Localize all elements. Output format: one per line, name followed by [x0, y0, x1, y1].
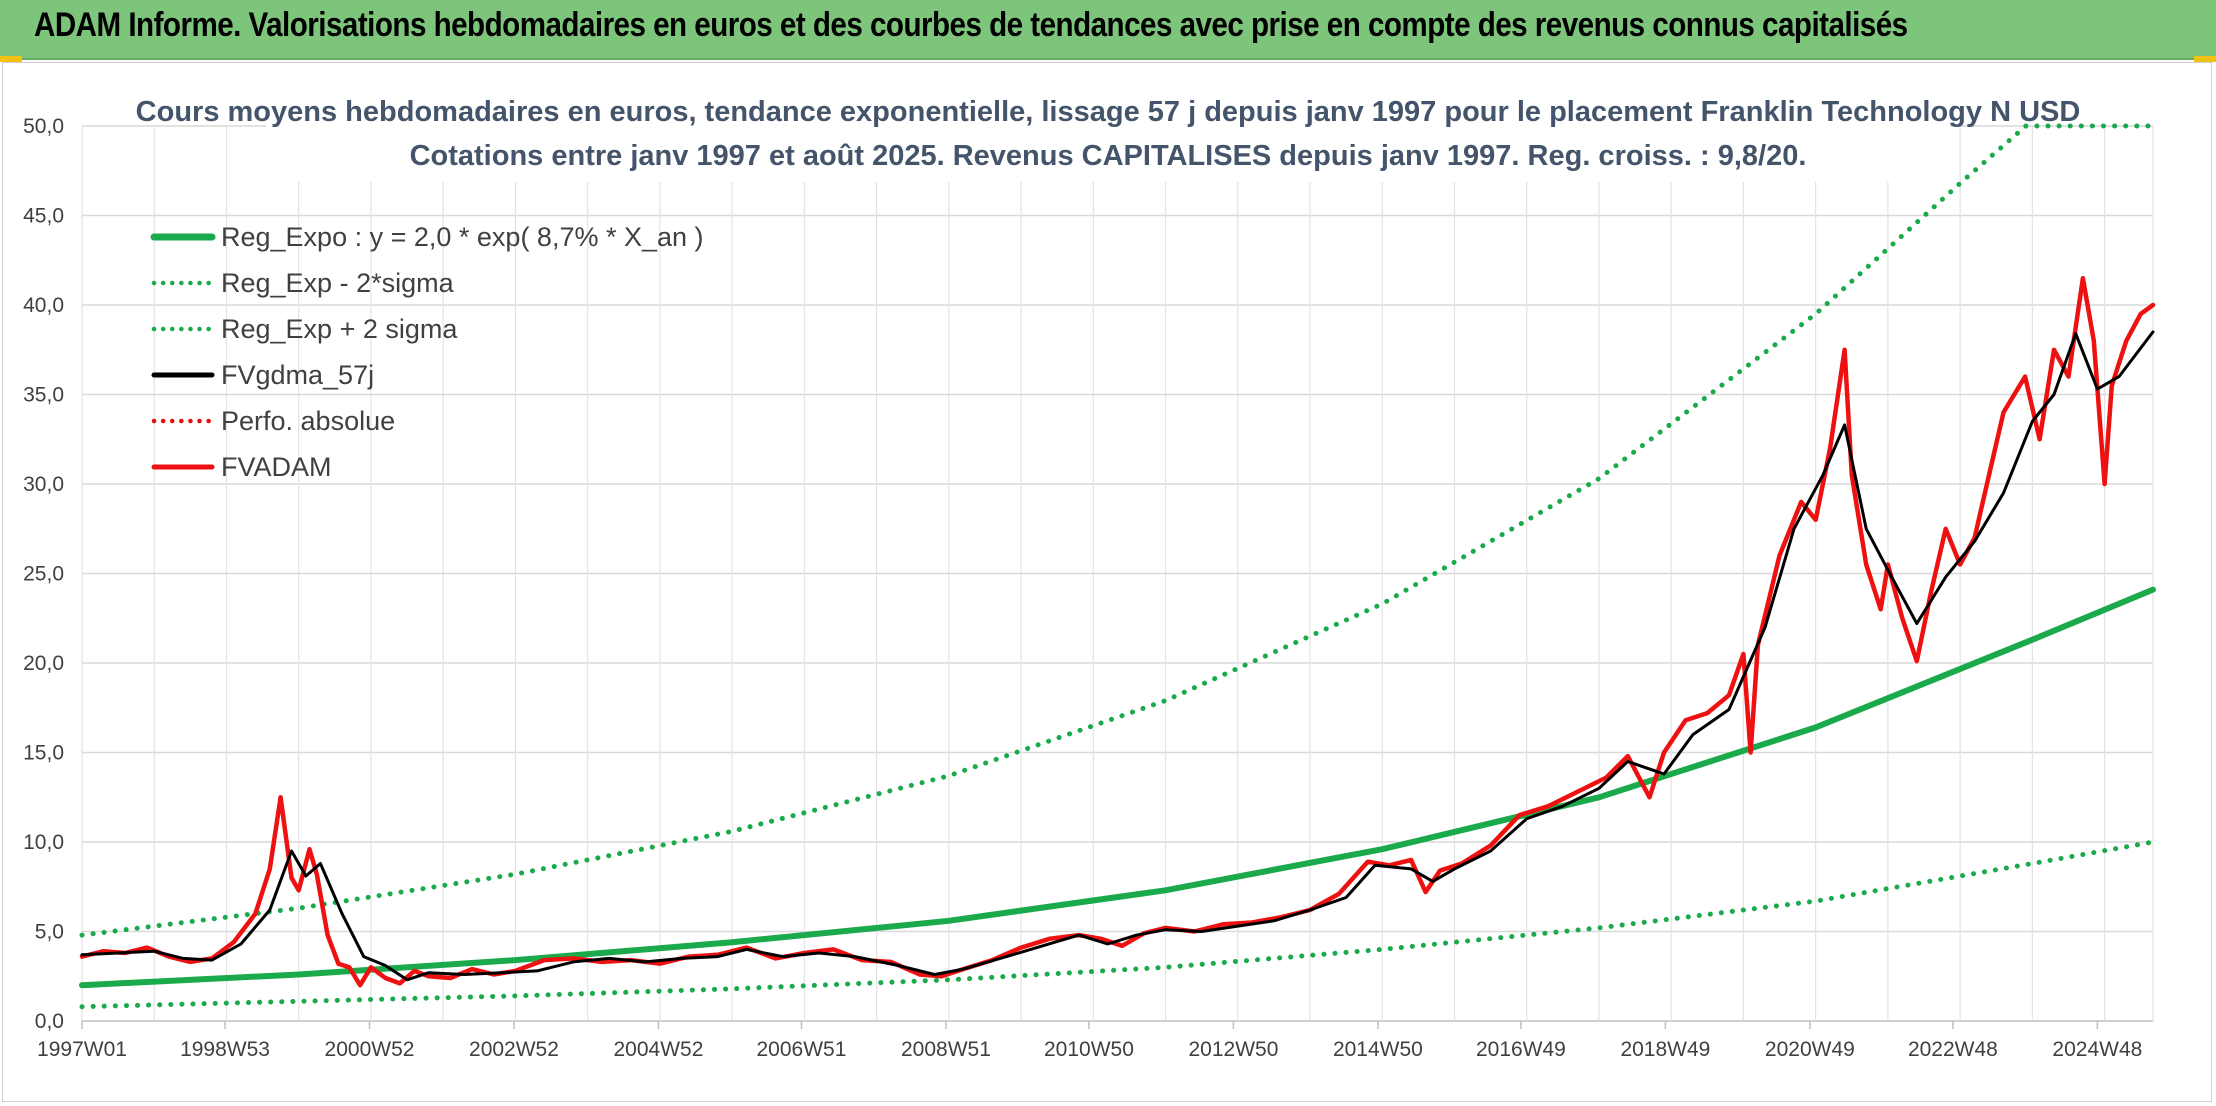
- series-lines: [79, 123, 2156, 1010]
- x-tick-label: 2006W51: [757, 1038, 847, 1061]
- gridlines: [81, 125, 2154, 1022]
- x-tick-label: 2012W50: [1188, 1038, 1278, 1061]
- corner-mark: [2194, 56, 2216, 62]
- y-tick-label: 5,0: [35, 921, 64, 944]
- x-tick-label: 1998W53: [180, 1038, 270, 1061]
- y-tick-label: 25,0: [23, 563, 64, 586]
- y-tick-label: 15,0: [23, 742, 64, 765]
- y-tick-label: 40,0: [23, 294, 64, 317]
- y-tick-label: 35,0: [23, 384, 64, 407]
- x-tick-label: 2022W48: [1908, 1038, 1998, 1061]
- series-line-adam: [79, 275, 2156, 988]
- page-title: ADAM Informe. Valorisations hebdomadaire…: [34, 6, 1908, 44]
- x-tick-label: 2008W51: [901, 1038, 991, 1061]
- x-tick-label: 1997W01: [37, 1038, 127, 1061]
- x-tick-label: 2010W50: [1044, 1038, 1134, 1061]
- legend-label-gdma: FVgdma_57j: [221, 360, 374, 390]
- y-tick-label: 20,0: [23, 652, 64, 675]
- x-tick-label: 2024W48: [2052, 1038, 2142, 1061]
- x-tick-label: 2014W50: [1333, 1038, 1423, 1061]
- chart-title: Cours moyens hebdomadaires en euros, ten…: [136, 96, 2081, 128]
- y-tick-label: 45,0: [23, 205, 64, 228]
- legend-label-reg: Reg_Expo : y = 2,0 * exp( 8,7% * X_an ): [221, 222, 704, 252]
- y-tick-label: 10,0: [23, 831, 64, 854]
- legend-label-adam: FVADAM: [221, 452, 332, 482]
- chart-subtitle: Cotations entre janv 1997 et août 2025. …: [410, 140, 1807, 172]
- y-tick-label: 50,0: [23, 115, 64, 138]
- series-line-gdma: [80, 330, 2155, 982]
- x-axis-ticks: 1997W01 1998W53 2000W52 2002W52 2004W52 2006W…: [37, 1021, 2142, 1061]
- title-background: [266, 84, 1950, 182]
- y-tick-label: 30,0: [23, 473, 64, 496]
- chart-frame: [2, 62, 2212, 1102]
- legend-label-reg_hi: Reg_Exp + 2 sigma: [221, 314, 458, 344]
- x-tick-label: 2002W52: [469, 1038, 559, 1061]
- legend: Reg_Expo : y = 2,0 * exp( 8,7% * X_an ) R…: [150, 222, 704, 482]
- series-line-reg_hi: [79, 123, 2156, 938]
- x-tick-label: 2000W52: [325, 1038, 415, 1061]
- series-line-reg_lo: [79, 839, 2156, 1010]
- legend-label-reg_lo: Reg_Exp - 2*sigma: [221, 268, 455, 298]
- y-axis-ticks: 0,0 5,0 10,0 15,0 20,0 25,0 30,0 35,0 40,0 45,0 50…: [23, 115, 64, 1033]
- legend-label-perfo: Perfo. absolue: [221, 406, 395, 436]
- series-line-reg: [79, 586, 2156, 989]
- x-tick-label: 2018W49: [1620, 1038, 1710, 1061]
- corner-mark: [0, 56, 22, 62]
- page-header: ADAM Informe. Valorisations hebdomadaire…: [0, 0, 2216, 60]
- x-tick-label: 2020W49: [1765, 1038, 1855, 1061]
- x-tick-label: 2004W52: [613, 1038, 703, 1061]
- y-tick-label: 0,0: [35, 1010, 64, 1033]
- x-tick-label: 2016W49: [1476, 1038, 1566, 1061]
